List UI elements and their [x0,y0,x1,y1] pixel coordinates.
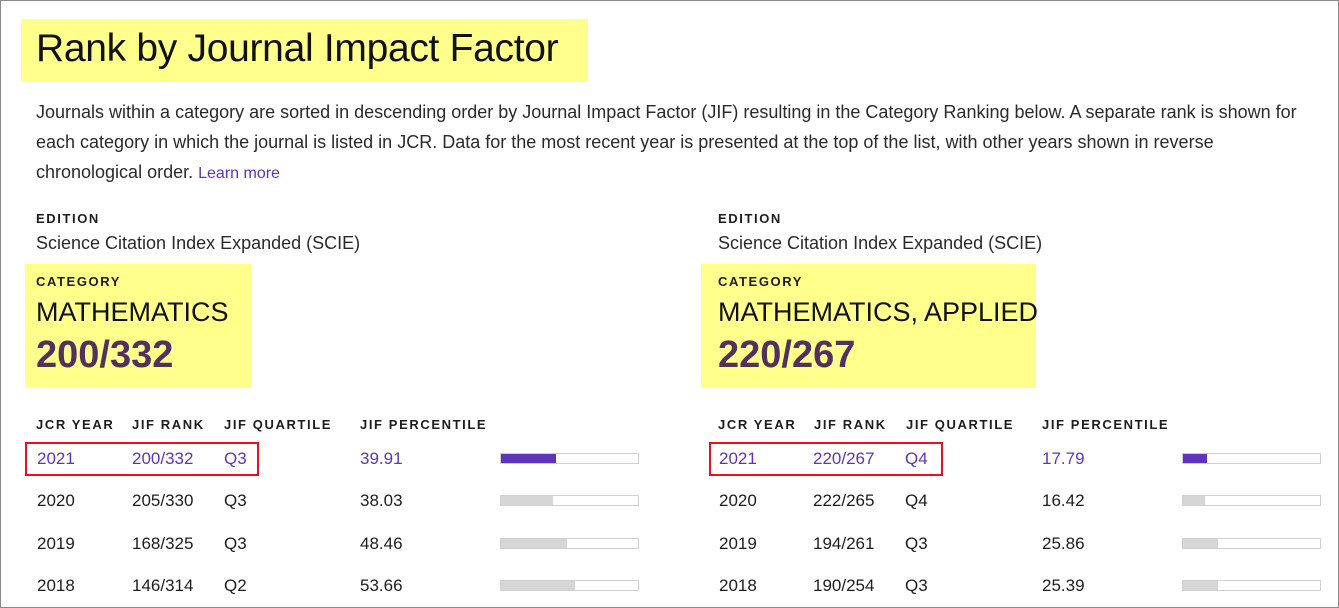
table-row: 2019 194/261 Q3 25.86 [683,530,1323,560]
year-cell: 2018 [719,576,757,595]
header-jif-percentile: JIF PERCENTILE [1042,417,1170,432]
category-label: CATEGORY [36,274,122,289]
page-title: Rank by Journal Impact Factor [36,27,559,70]
header-jif-quartile: JIF QUARTILE [906,417,1015,432]
header-jif-rank: JIF RANK [814,417,887,432]
table-row: 2020 205/330 Q3 38.03 [1,487,641,517]
percentile-bar-fill [1183,581,1218,590]
table-row: 2019 168/325 Q3 48.46 [1,530,641,560]
percentile-bar-fill [501,496,554,505]
percentile-bar [500,453,639,464]
percentile-cell: 53.66 [360,576,403,595]
percentile-cell: 16.42 [1042,491,1085,510]
percentile-bar-fill [1183,539,1219,548]
header-jif-rank: JIF RANK [132,417,205,432]
edition-label: EDITION [718,211,782,226]
title-highlight [21,19,588,82]
quartile-cell: Q3 [224,491,247,510]
year-cell: 2020 [37,491,75,510]
percentile-bar [1182,453,1321,464]
header-jcr-year: JCR YEAR [718,417,797,432]
quartile-cell: Q3 [905,576,928,595]
table-row: 2021 220/267 Q4 17.79 [683,445,1323,475]
rank-link[interactable]: 220/267 [813,449,875,468]
edition-value: Science Citation Index Expanded (SCIE) [36,233,361,253]
percentile-bar-fill [501,581,575,590]
category-rank: 200/332 [36,334,174,376]
percentile-bar [500,495,639,506]
percentile-bar [500,580,639,591]
header-jif-percentile: JIF PERCENTILE [360,417,488,432]
percentile-cell: 25.86 [1042,534,1085,553]
description-text: Journals within a category are sorted in… [36,102,1297,182]
percentile-bar [500,538,639,549]
percentile-bar [1182,538,1321,549]
table-row: 2021 200/332 Q3 39.91 [1,445,641,475]
percentile-link[interactable]: 17.79 [1042,449,1085,468]
category-highlight [25,264,251,388]
year-cell: 2019 [37,534,75,553]
quartile-cell: Q3 [905,534,928,553]
year-link[interactable]: 2021 [37,449,75,468]
percentile-link[interactable]: 39.91 [360,449,403,468]
percentile-bar-fill [501,454,556,463]
rank-cell: 205/330 [132,491,194,510]
percentile-cell: 25.39 [1042,576,1085,595]
percentile-cell: 38.03 [360,491,403,510]
rank-link[interactable]: 200/332 [132,449,194,468]
percentile-bar [1182,580,1321,591]
quartile-link[interactable]: Q3 [224,449,247,468]
annotation-box [709,442,943,476]
year-link[interactable]: 2021 [719,449,757,468]
quartile-cell: Q4 [905,491,928,510]
percentile-cell: 48.46 [360,534,403,553]
table-row: 2018 190/254 Q3 25.39 [683,572,1323,602]
percentile-bar [1182,495,1321,506]
category-name: MATHEMATICS [36,297,229,327]
quartile-cell: Q3 [224,534,247,553]
percentile-bar-fill [1183,496,1206,505]
category-panel-mathematics: EDITION Science Citation Index Expanded … [1,1,641,607]
year-cell: 2020 [719,491,757,510]
quartile-cell: Q2 [224,576,247,595]
rank-cell: 194/261 [813,534,875,553]
rank-cell: 222/265 [813,491,875,510]
category-highlight [701,264,1036,388]
description: Journals within a category are sorted in… [36,97,1321,189]
category-name: MATHEMATICS, APPLIED [718,297,1039,327]
edition-value: Science Citation Index Expanded (SCIE) [718,233,1043,253]
learn-more-link[interactable]: Learn more [198,165,280,182]
rank-cell: 168/325 [132,534,194,553]
percentile-bar-fill [501,539,568,548]
table-row: 2018 146/314 Q2 53.66 [1,572,641,602]
year-cell: 2019 [719,534,757,553]
category-panel-mathematics-applied: EDITION Science Citation Index Expanded … [683,1,1323,607]
table-row: 2020 222/265 Q4 16.42 [683,487,1323,517]
edition-label: EDITION [36,211,100,226]
header-jcr-year: JCR YEAR [36,417,115,432]
year-cell: 2018 [37,576,75,595]
quartile-link[interactable]: Q4 [905,449,928,468]
header-jif-quartile: JIF QUARTILE [224,417,333,432]
annotation-box [25,442,259,476]
category-label: CATEGORY [718,274,804,289]
category-rank: 220/267 [718,334,856,376]
rank-cell: 190/254 [813,576,875,595]
percentile-bar-fill [1183,454,1208,463]
rank-cell: 146/314 [132,576,194,595]
